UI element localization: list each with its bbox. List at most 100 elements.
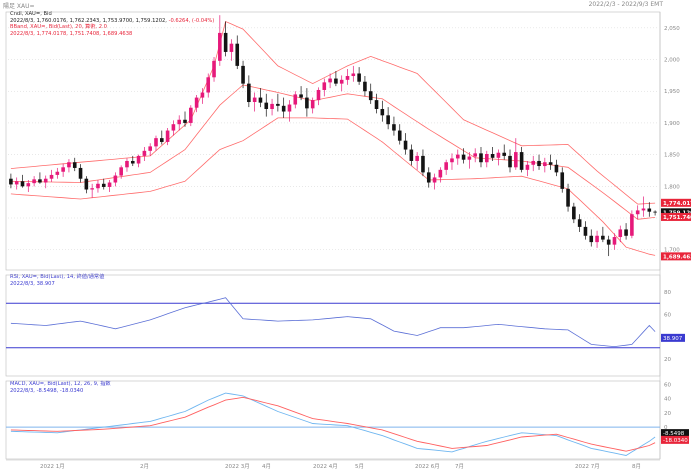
candle-body [572,206,576,220]
main-legend-line-4: 2022/8/3, 1,774.0178, 1,751.7408, 1,689.… [10,30,133,37]
candle-body [61,167,65,172]
price-tag: 1,689.4638 [661,252,697,261]
rsi-tag: 38.907 [661,333,685,342]
price-tag: 1,774.0178 [661,198,697,207]
time-axis-label: 8月 [632,463,641,470]
candle [525,160,530,177]
candle-body [426,172,431,183]
macd-signal-line [10,396,656,452]
candle-body [72,162,77,168]
candle-body [183,119,187,123]
candle [165,128,170,146]
candle [189,105,193,127]
price-tag-bg [661,212,691,221]
candle-body [43,178,48,183]
candle [426,167,431,188]
candle [548,154,553,170]
candle-body [641,208,646,211]
rsi-axis-label: 20 [664,357,671,363]
candle [484,150,489,168]
candle-body [630,214,634,236]
candle [148,143,152,156]
candle [200,88,205,104]
candle-body [386,115,390,125]
candle [630,210,634,239]
rsi-legend-line-2: 2022/8/3, 38.907 [10,280,55,287]
candle-body [612,237,617,245]
candle [409,144,414,166]
candle [276,93,280,112]
candle-body [409,149,414,161]
price-axis-label: 1,700 [664,248,680,254]
candle [235,35,240,70]
candle-body [438,169,443,178]
window-title: 陽足 XAU= [3,3,35,10]
candle [334,70,338,87]
candle [159,130,164,145]
price-tag-bg [661,208,691,217]
candle-body [577,219,582,227]
candle-body [444,162,448,170]
macd-axis-label: 40 [664,397,671,403]
candle-body [351,73,356,77]
candle-body [421,155,425,173]
candle [26,179,31,193]
candle-body [322,82,327,90]
main-legend-line-1: Cndl, XAU=, Bid [10,11,52,17]
candle-body [502,152,507,156]
price-tag-bg [661,252,691,261]
candle [380,100,385,122]
candle [421,149,425,177]
rsi-line [10,297,656,348]
candle-body [368,91,373,101]
candle-body [125,160,129,168]
candle [508,149,512,173]
candle [299,86,303,101]
candle-body [635,210,640,215]
candle-body [461,154,466,160]
candle-body [583,226,588,236]
candle [467,152,472,169]
candle [572,202,576,224]
candle [125,158,129,172]
candle-body [90,188,94,190]
time-axis-label: 2022 3月 [225,463,250,470]
candle [531,155,536,172]
time-axis-label: 7月 [455,463,464,470]
main-legend-line-2: 2022/8/3, 1,760.0176, 1,762.2343, 1,753.… [10,18,214,25]
candle-body [159,138,164,142]
candle-body [653,211,657,213]
price-tag: 1,751.7408 [661,212,697,221]
candle [368,83,373,104]
candle [514,138,518,170]
candle [293,91,298,109]
price-axis-label: 1,900 [664,121,680,127]
candle-body [130,160,135,164]
candle [194,95,199,113]
candle [20,174,25,188]
candle [84,176,89,194]
macd-tag-label: -8.5498 [663,431,685,437]
candle [432,173,437,190]
price-axis-label: 1,850 [664,153,680,159]
candle-body [55,171,60,175]
main-legend-line-3: BBand, XAU=, Bid(Last), 20, 算術, 2.0 [10,24,107,31]
candle-body [328,78,332,83]
price-axis-label: 2,000 [664,58,680,64]
macd-panel-frame [5,380,661,460]
candle-body [212,60,216,78]
candle-body [566,188,570,207]
candle-body [310,100,315,109]
candle-body [380,108,385,116]
macd-tag-label: -18.0340 [663,438,688,444]
candle [223,21,228,57]
candle [322,78,327,97]
candle [519,147,524,173]
candle [583,221,588,240]
candle-body [316,89,321,101]
candle [107,179,112,193]
candle-body [101,183,106,187]
candle [90,183,94,198]
